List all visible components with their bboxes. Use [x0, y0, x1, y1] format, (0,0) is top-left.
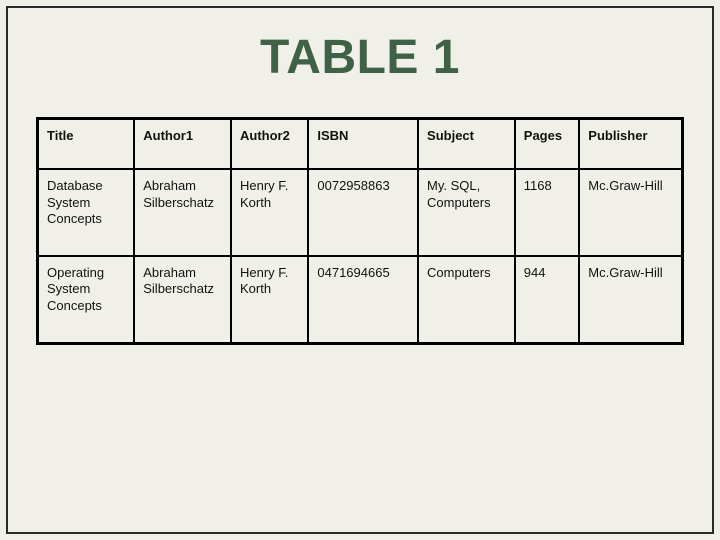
- th-isbn: ISBN: [308, 119, 418, 170]
- table-row: Database System Concepts Abraham Silbers…: [38, 169, 683, 256]
- cell-subject: My. SQL, Computers: [418, 169, 515, 256]
- cell-author1: Abraham Silberschatz: [134, 256, 231, 343]
- cell-isbn: 0471694665: [308, 256, 418, 343]
- cell-author2: Henry F. Korth: [231, 169, 308, 256]
- th-pages: Pages: [515, 119, 580, 170]
- cell-author1: Abraham Silberschatz: [134, 169, 231, 256]
- cell-isbn: 0072958863: [308, 169, 418, 256]
- cell-title: Operating System Concepts: [38, 256, 135, 343]
- cell-title: Database System Concepts: [38, 169, 135, 256]
- cell-pages: 1168: [515, 169, 580, 256]
- th-author2: Author2: [231, 119, 308, 170]
- cell-subject: Computers: [418, 256, 515, 343]
- page-title: TABLE 1: [36, 30, 684, 85]
- cell-pages: 944: [515, 256, 580, 343]
- cell-publisher: Mc.Graw-Hill: [579, 169, 682, 256]
- th-publisher: Publisher: [579, 119, 682, 170]
- slide-frame: TABLE 1 Title Author1 Author2 ISBN Subje…: [6, 6, 714, 534]
- cell-publisher: Mc.Graw-Hill: [579, 256, 682, 343]
- cell-author2: Henry F. Korth: [231, 256, 308, 343]
- table-row: Operating System Concepts Abraham Silber…: [38, 256, 683, 343]
- book-table: Title Author1 Author2 ISBN Subject Pages…: [36, 117, 684, 345]
- th-title: Title: [38, 119, 135, 170]
- th-subject: Subject: [418, 119, 515, 170]
- th-author1: Author1: [134, 119, 231, 170]
- table-header-row: Title Author1 Author2 ISBN Subject Pages…: [38, 119, 683, 170]
